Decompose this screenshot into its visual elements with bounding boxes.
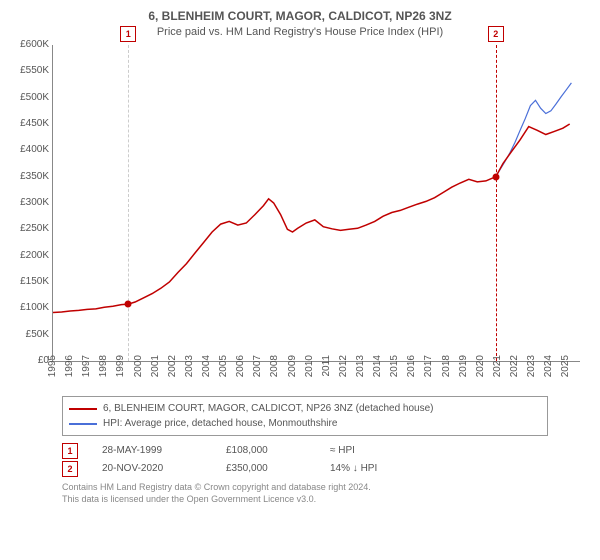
y-tick-label: £250K	[11, 224, 49, 234]
x-tick-label: 2021	[493, 355, 503, 377]
sale-price: £108,000	[226, 442, 306, 460]
y-tick-label: £300K	[11, 198, 49, 208]
x-tick-label: 1995	[48, 355, 58, 377]
y-tick-label: £150K	[11, 277, 49, 287]
sale-dot	[492, 173, 499, 180]
x-tick-label: 2001	[151, 355, 161, 377]
y-tick-label: £0	[11, 356, 49, 366]
x-tick-label: 2002	[168, 355, 178, 377]
x-tick-label: 2014	[373, 355, 383, 377]
sale-idx: 2	[62, 461, 78, 477]
y-tick-label: £550K	[11, 66, 49, 76]
legend-label-1: 6, BLENHEIM COURT, MAGOR, CALDICOT, NP26…	[103, 401, 433, 416]
y-tick-label: £400K	[11, 145, 49, 155]
x-tick-label: 2005	[219, 355, 229, 377]
x-tick-label: 2024	[544, 355, 554, 377]
legend: 6, BLENHEIM COURT, MAGOR, CALDICOT, NP26…	[62, 396, 548, 436]
chart-area: £0£50K£100K£150K£200K£250K£300K£350K£400…	[52, 45, 580, 390]
sale-price: £350,000	[226, 460, 306, 478]
sale-row: 1 28-MAY-1999 £108,000 ≈ HPI	[62, 442, 548, 460]
x-tick-label: 2013	[356, 355, 366, 377]
sale-row: 2 20-NOV-2020 £350,000 14% ↓ HPI	[62, 460, 548, 478]
credit-line-1: Contains HM Land Registry data © Crown c…	[62, 482, 548, 494]
x-tick-label: 2011	[322, 355, 332, 377]
legend-label-2: HPI: Average price, detached house, Monm…	[103, 416, 337, 431]
x-tick-label: 2004	[202, 355, 212, 377]
x-tick-label: 2017	[424, 355, 434, 377]
y-tick-label: £450K	[11, 119, 49, 129]
credits: Contains HM Land Registry data © Crown c…	[62, 482, 548, 505]
x-tick-label: 1998	[99, 355, 109, 377]
x-tick-label: 2006	[236, 355, 246, 377]
x-tick-label: 2009	[288, 355, 298, 377]
price-paid-line	[53, 124, 570, 313]
x-tick-label: 1997	[82, 355, 92, 377]
x-tick-label: 2020	[476, 355, 486, 377]
chart-svg	[53, 45, 580, 361]
sale-dot	[125, 301, 132, 308]
x-tick-label: 2010	[305, 355, 315, 377]
sale-delta: 14% ↓ HPI	[330, 460, 410, 478]
x-tick-label: 2025	[561, 355, 571, 377]
chart-container: 6, BLENHEIM COURT, MAGOR, CALDICOT, NP26…	[0, 0, 600, 513]
y-tick-label: £200K	[11, 251, 49, 261]
x-tick-label: 2015	[390, 355, 400, 377]
legend-swatch-2	[69, 423, 97, 425]
x-tick-label: 2019	[459, 355, 469, 377]
x-tick-label: 2023	[527, 355, 537, 377]
sales-table: 1 28-MAY-1999 £108,000 ≈ HPI 2 20-NOV-2020 £35…	[62, 442, 548, 478]
plot-area: £0£50K£100K£150K£200K£250K£300K£350K£400…	[52, 45, 580, 362]
legend-row-1: 6, BLENHEIM COURT, MAGOR, CALDICOT, NP26…	[69, 401, 541, 416]
x-tick-label: 2007	[253, 355, 263, 377]
sale-idx: 1	[62, 443, 78, 459]
y-tick-label: £50K	[11, 330, 49, 340]
x-tick-label: 2008	[270, 355, 280, 377]
y-tick-label: £350K	[11, 172, 49, 182]
sale-date: 20-NOV-2020	[102, 460, 202, 478]
y-tick-label: £600K	[11, 40, 49, 50]
y-tick-label: £100K	[11, 303, 49, 313]
x-tick-label: 2016	[407, 355, 417, 377]
y-tick-label: £500K	[11, 93, 49, 103]
sale-marker-box: 2	[488, 26, 504, 42]
x-tick-label: 1999	[116, 355, 126, 377]
x-tick-label: 1996	[65, 355, 75, 377]
sale-marker-box: 1	[120, 26, 136, 42]
x-tick-label: 2003	[185, 355, 195, 377]
sale-vline	[496, 45, 497, 361]
legend-swatch-1	[69, 408, 97, 410]
sale-delta: ≈ HPI	[330, 442, 410, 460]
sale-vline	[128, 45, 129, 361]
x-tick-label: 2018	[442, 355, 452, 377]
sale-date: 28-MAY-1999	[102, 442, 202, 460]
x-tick-label: 2000	[134, 355, 144, 377]
chart-title: 6, BLENHEIM COURT, MAGOR, CALDICOT, NP26…	[12, 8, 588, 25]
x-tick-label: 2022	[510, 355, 520, 377]
legend-row-2: HPI: Average price, detached house, Monm…	[69, 416, 541, 431]
x-tick-label: 2012	[339, 355, 349, 377]
credit-line-2: This data is licensed under the Open Gov…	[62, 494, 548, 506]
